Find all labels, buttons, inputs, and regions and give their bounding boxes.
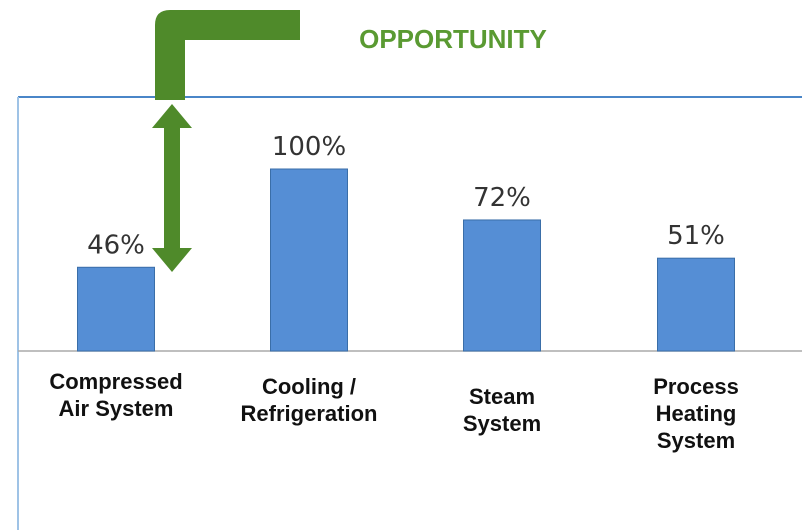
- bars: [77, 168, 735, 352]
- value-label: 46%: [87, 230, 145, 260]
- annotation: OPPORTUNITY: [359, 24, 547, 54]
- connector: [155, 10, 300, 100]
- bar: [77, 266, 155, 352]
- bar: [463, 219, 541, 352]
- category-label: Steam System: [462, 384, 542, 436]
- category-label: Cooling / Refrigeration: [240, 374, 378, 426]
- category-label: Process Heating System: [653, 374, 739, 453]
- category-label: Compressed Air System: [49, 369, 183, 421]
- bar: [270, 168, 348, 352]
- value-label: 100%: [272, 132, 346, 162]
- value-label: 51%: [667, 221, 725, 251]
- gap-arrow: [152, 104, 192, 272]
- value-label: 72%: [473, 183, 531, 213]
- bar: [657, 257, 735, 352]
